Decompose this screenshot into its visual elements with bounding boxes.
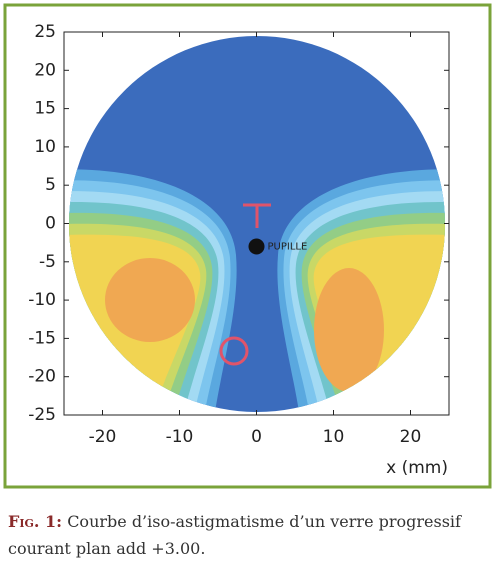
y-tick-label: 15 bbox=[34, 99, 56, 119]
y-tick-label: -25 bbox=[28, 405, 56, 425]
x-tick-label: -20 bbox=[89, 427, 117, 447]
x-tick-label: -10 bbox=[166, 427, 194, 447]
contour-side bbox=[277, 169, 445, 412]
y-tick-label: 25 bbox=[34, 22, 56, 42]
x-tick-label: 20 bbox=[400, 427, 422, 447]
x-tick-label: 10 bbox=[323, 427, 345, 447]
y-tick-label: 20 bbox=[34, 60, 56, 80]
x-axis-label: x (mm) bbox=[386, 458, 448, 478]
y-tick-label: -10 bbox=[28, 290, 56, 310]
y-tick-label: -5 bbox=[39, 252, 56, 272]
contour-map bbox=[69, 36, 445, 412]
y-tick-label: -15 bbox=[28, 328, 56, 348]
y-tick-label: 10 bbox=[34, 137, 56, 157]
caption-text: Courbe d’iso-astigmatisme d’un verre pro… bbox=[8, 512, 461, 558]
near-vision-circle bbox=[219, 336, 249, 366]
y-tick-label: -20 bbox=[28, 367, 56, 387]
caption: Fig. 1: Courbe d’iso-astigmatisme d’un v… bbox=[8, 508, 488, 562]
caption-label: Fig. 1: bbox=[8, 512, 63, 531]
x-tick-label: 0 bbox=[251, 427, 262, 447]
pupil-point bbox=[248, 238, 265, 255]
figure-border bbox=[3, 3, 492, 489]
y-tick-label: 0 bbox=[45, 214, 56, 234]
contour-side bbox=[69, 169, 237, 412]
chart: -25 -20 -15 -10 -5 0 5 10 15 20 25 -20 -10 0 10 20 x (m… bbox=[3, 3, 492, 489]
axes: -25 -20 -15 -10 -5 0 5 10 15 20 25 -20 -10 0 10 20 bbox=[28, 22, 450, 447]
fitting-cross bbox=[243, 203, 271, 228]
contour-band bbox=[314, 268, 384, 392]
y-tick-label: 5 bbox=[45, 175, 56, 195]
contour-band bbox=[105, 258, 195, 342]
point-label: PUPILLE bbox=[268, 241, 308, 252]
